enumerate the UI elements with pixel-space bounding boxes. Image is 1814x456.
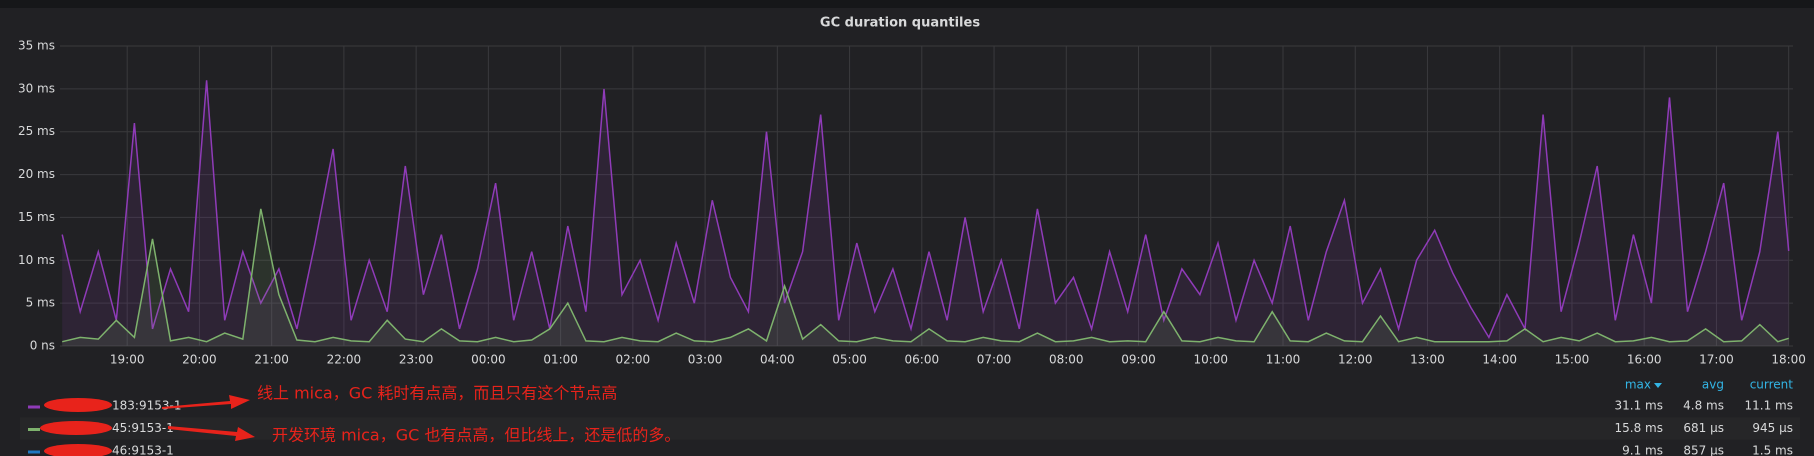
legend-name: 183:9153-1: [112, 399, 181, 413]
series-area: [62, 80, 1789, 347]
x-tick-label: 11:00: [1266, 353, 1301, 367]
y-tick-label: 25 ms: [18, 124, 55, 138]
y-tick-label: 15 ms: [18, 210, 55, 224]
legend-avg: 681 µs: [1683, 421, 1724, 435]
legend-max: 31.1 ms: [1615, 399, 1663, 413]
y-tick-label: 0 ns: [30, 339, 55, 353]
x-tick-label: 20:00: [182, 353, 217, 367]
chart-title: GC duration quantiles: [820, 16, 980, 31]
legend-header: max: [1625, 378, 1651, 392]
legend-avg: 4.8 ms: [1683, 399, 1724, 413]
series-line: [61, 80, 1790, 340]
legend-max: 15.8 ms: [1615, 421, 1663, 435]
x-tick-label: 13:00: [1410, 353, 1445, 367]
legend-current: 11.1 ms: [1745, 399, 1793, 413]
x-tick-label: 16:00: [1627, 353, 1662, 367]
x-tick-label: 17:00: [1699, 353, 1734, 367]
x-tick-label: 05:00: [832, 353, 867, 367]
legend-max: 9.1 ms: [1622, 444, 1663, 456]
annotation: 开发环境 mica，GC 也有点高，但比线上，还是低的多。: [272, 426, 680, 445]
x-tick-label: 04:00: [760, 353, 795, 367]
x-tick-label: 22:00: [327, 353, 362, 367]
legend-avg: 857 µs: [1683, 444, 1724, 456]
x-tick-label: 18:00: [1771, 353, 1806, 367]
y-tick-label: 10 ms: [18, 253, 55, 267]
redaction: [40, 421, 112, 435]
x-tick-label: 03:00: [688, 353, 723, 367]
grid: 0 ns 5 ms 10 ms 15 ms 20 ms 25 ms 30 ms 35 ms 19…: [18, 39, 1806, 367]
legend: max avg current 183:9153-1 31.1 ms 4.8 ms 11.1…: [20, 378, 1800, 456]
x-tick-label: 19:00: [110, 353, 145, 367]
x-tick-label: 00:00: [471, 353, 506, 367]
x-tick-label: 02:00: [616, 353, 651, 367]
x-tick-label: 14:00: [1482, 353, 1517, 367]
panel-bg: [0, 8, 1814, 456]
redaction: [44, 444, 112, 456]
x-tick-label: 06:00: [905, 353, 940, 367]
x-tick-label: 07:00: [977, 353, 1012, 367]
x-tick-label: 23:00: [399, 353, 434, 367]
y-tick-label: 5 ms: [26, 296, 55, 310]
x-tick-label: 01:00: [543, 353, 578, 367]
x-tick-label: 10:00: [1193, 353, 1228, 367]
legend-name: 46:9153-1: [112, 444, 174, 456]
y-tick-label: 20 ms: [18, 167, 55, 181]
legend-name: 45:9153-1: [112, 421, 174, 435]
arrow: [162, 395, 250, 409]
sort-icon: [1654, 383, 1662, 388]
x-tick-label: 21:00: [254, 353, 289, 367]
annotations: 线上 mica，GC 耗时有点高，而且只有这个节点高 开发环境 mica，GC …: [40, 384, 680, 456]
redaction: [44, 398, 112, 412]
legend-row-bg: [20, 417, 1800, 440]
x-tick-label: 08:00: [1049, 353, 1084, 367]
plot: [61, 80, 1790, 347]
legend-current: 1.5 ms: [1752, 444, 1793, 456]
series-line: [62, 208, 1789, 343]
y-tick-label: 35 ms: [18, 39, 55, 53]
annotation: 线上 mica，GC 耗时有点高，而且只有这个节点高: [257, 384, 617, 403]
x-tick-label: 12:00: [1338, 353, 1373, 367]
legend-header: avg: [1702, 378, 1724, 392]
legend-header: current: [1750, 378, 1794, 392]
legend-current: 945 µs: [1752, 421, 1793, 435]
x-tick-label: 15:00: [1555, 353, 1590, 367]
y-tick-label: 30 ms: [18, 81, 55, 95]
arrow: [168, 426, 255, 441]
x-tick-label: 09:00: [1121, 353, 1156, 367]
